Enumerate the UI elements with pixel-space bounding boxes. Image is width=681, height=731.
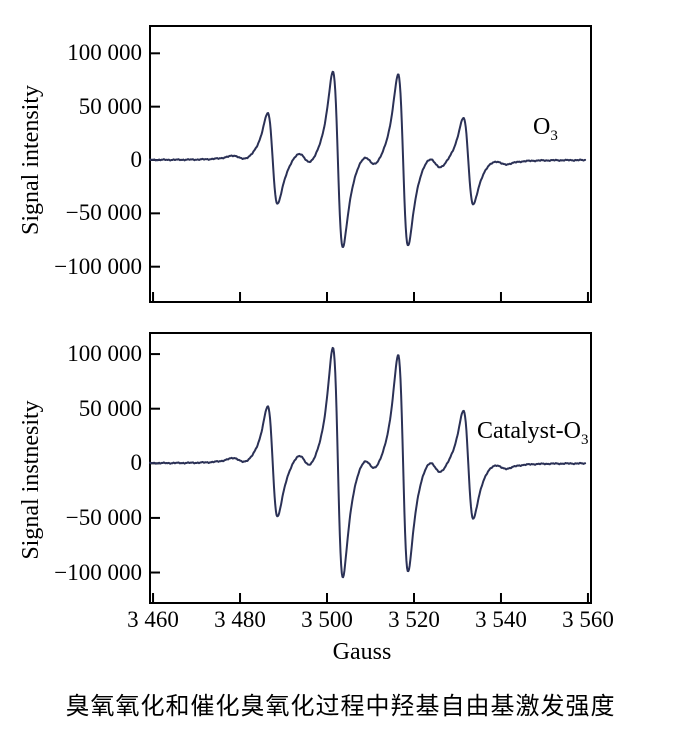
x-axis-title: Gauss (332, 639, 392, 665)
series-label-catalyst-o3-subscript: 3 (580, 431, 589, 448)
series-label-o3: O3 (533, 114, 558, 144)
epr-spectrum-curve (149, 346, 587, 579)
y-tick-label: 50 000 (78, 395, 142, 421)
epr-spectrum-curve (149, 70, 587, 249)
epr-panel-o3 (149, 25, 592, 303)
y-tick-label: 50 000 (78, 93, 142, 119)
x-tick-label: 3 480 (214, 607, 266, 632)
figure-caption: 臭氧氧化和催化臭氧化过程中羟基自由基激发强度 (65, 694, 616, 720)
y-tick-label: −50 000 (65, 200, 142, 226)
series-label-o3-subscript: 3 (550, 127, 558, 144)
x-tick-label: 3 520 (388, 607, 440, 632)
x-tick-label: 3 560 (562, 607, 614, 632)
y-tick-label: 100 000 (67, 40, 142, 66)
series-label-catalyst-o3-text: Catalyst-O (477, 418, 581, 444)
x-tick-label: 3 540 (475, 607, 527, 632)
x-tick-label: 3 460 (127, 607, 179, 632)
y-tick-label: 0 (130, 146, 143, 172)
y-tick-label: 100 000 (67, 341, 142, 367)
x-tick-label: 3 500 (301, 607, 353, 632)
series-label-o3-text: O (533, 114, 551, 140)
y-tick-label: −100 000 (54, 559, 142, 585)
y-tick-label: 0 (130, 450, 143, 476)
epr-panel-catalyst-o3 (149, 332, 592, 604)
y-tick-label: −100 000 (54, 253, 142, 279)
y-tick-label: −50 000 (65, 504, 142, 530)
panel-frame (149, 332, 592, 604)
panel-frame (149, 25, 592, 303)
series-label-catalyst-o3: Catalyst-O3 (477, 418, 589, 448)
